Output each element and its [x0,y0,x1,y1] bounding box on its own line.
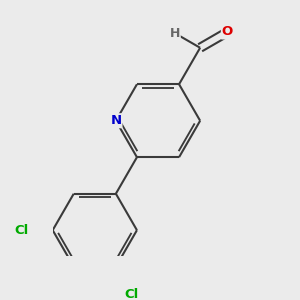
Text: Cl: Cl [14,224,28,237]
Text: Cl: Cl [124,287,139,300]
Text: O: O [222,26,233,38]
Text: H: H [169,26,180,40]
Text: N: N [110,114,122,127]
